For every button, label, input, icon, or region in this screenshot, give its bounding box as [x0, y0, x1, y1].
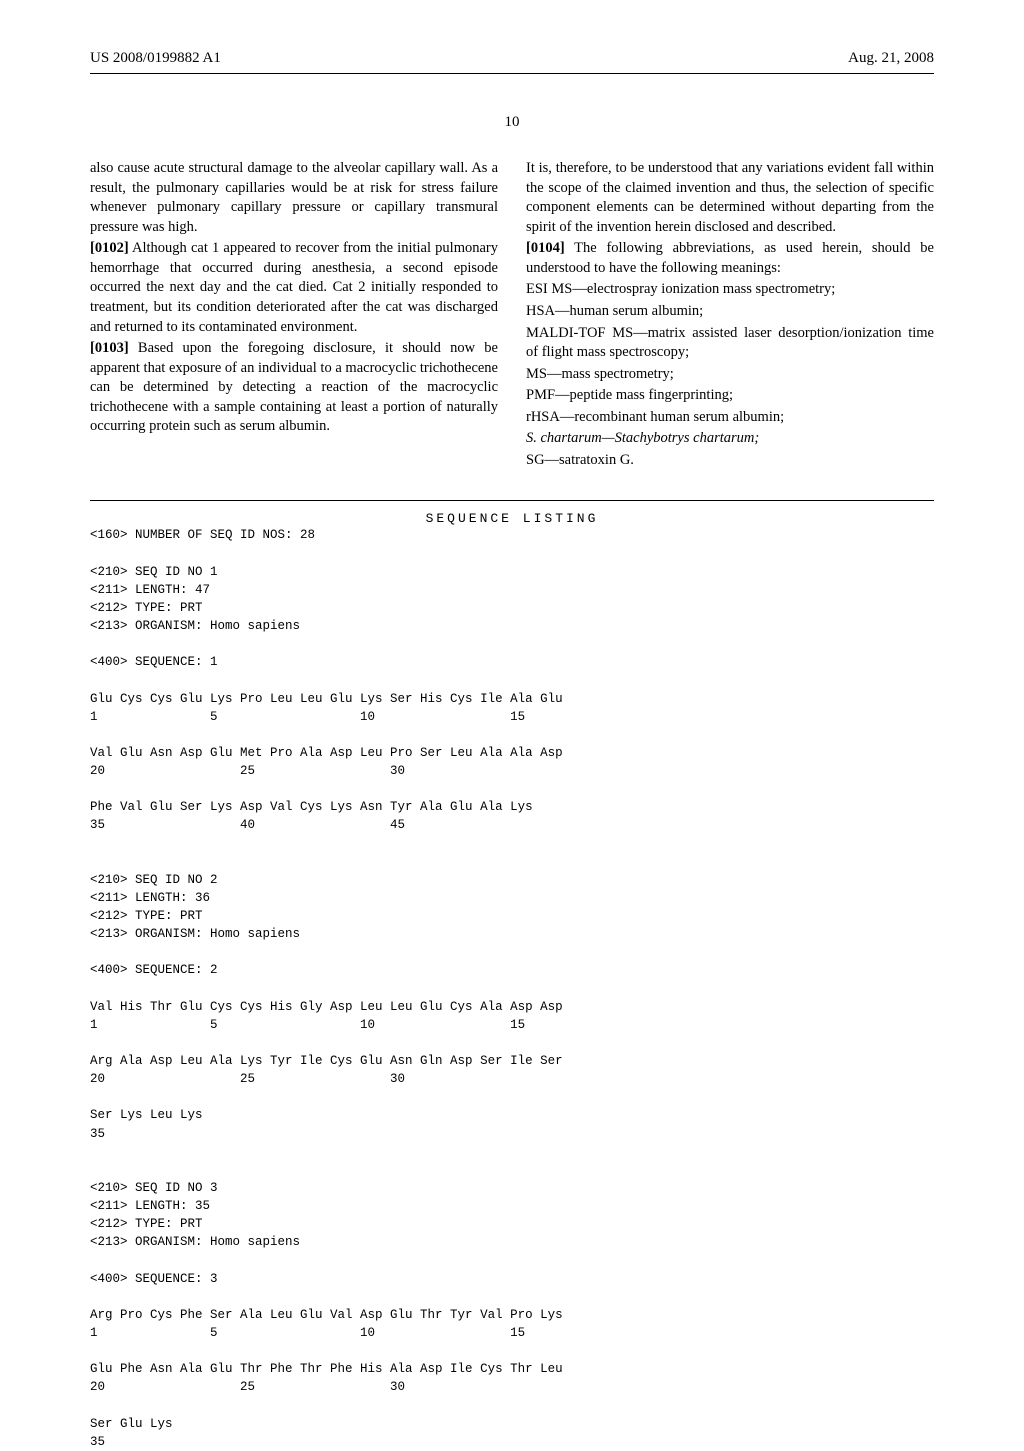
abbrev-line-italic: S. chartarum—Stachybotrys chartarum; [526, 429, 934, 449]
para-text: The following abbreviations, as used her… [526, 240, 934, 276]
sequence-listing-body: <160> NUMBER OF SEQ ID NOS: 28 <210> SEQ… [90, 526, 934, 1450]
publication-date: Aug. 21, 2008 [848, 50, 934, 67]
para-number: [0103] [90, 340, 129, 356]
paragraph: [0104] The following abbreviations, as u… [526, 239, 934, 278]
abbrev-line: SG—satratoxin G. [526, 451, 934, 471]
left-column: also cause acute structural damage to th… [90, 159, 498, 472]
abbrev-line: MS—mass spectrometry; [526, 365, 934, 385]
para-text: Based upon the foregoing disclosure, it … [90, 340, 498, 434]
abbrev-line: PMF—peptide mass fingerprinting; [526, 386, 934, 406]
paragraph: It is, therefore, to be understood that … [526, 159, 934, 237]
page-header: US 2008/0199882 A1 Aug. 21, 2008 [90, 50, 934, 67]
abbrev-line: rHSA—recombinant human serum albumin; [526, 408, 934, 428]
publication-number: US 2008/0199882 A1 [90, 50, 221, 67]
para-number: [0104] [526, 240, 565, 256]
body-columns: also cause acute structural damage to th… [90, 159, 934, 472]
sequence-listing-title: SEQUENCE LISTING [90, 511, 934, 526]
page-number: 10 [90, 114, 934, 131]
abbrev-line: MALDI-TOF MS—matrix assisted laser desor… [526, 324, 934, 363]
paragraph: [0102] Although cat 1 appeared to recove… [90, 239, 498, 337]
para-text: Although cat 1 appeared to recover from … [90, 240, 498, 334]
right-column: It is, therefore, to be understood that … [526, 159, 934, 472]
patent-page: US 2008/0199882 A1 Aug. 21, 2008 10 also… [0, 0, 1024, 1320]
sequence-rule [90, 500, 934, 501]
para-number: [0102] [90, 240, 129, 256]
paragraph: also cause acute structural damage to th… [90, 159, 498, 237]
paragraph: [0103] Based upon the foregoing disclosu… [90, 339, 498, 437]
header-rule [90, 73, 934, 74]
abbrev-line: ESI MS—electrospray ionization mass spec… [526, 280, 934, 300]
abbrev-line: HSA—human serum albumin; [526, 302, 934, 322]
